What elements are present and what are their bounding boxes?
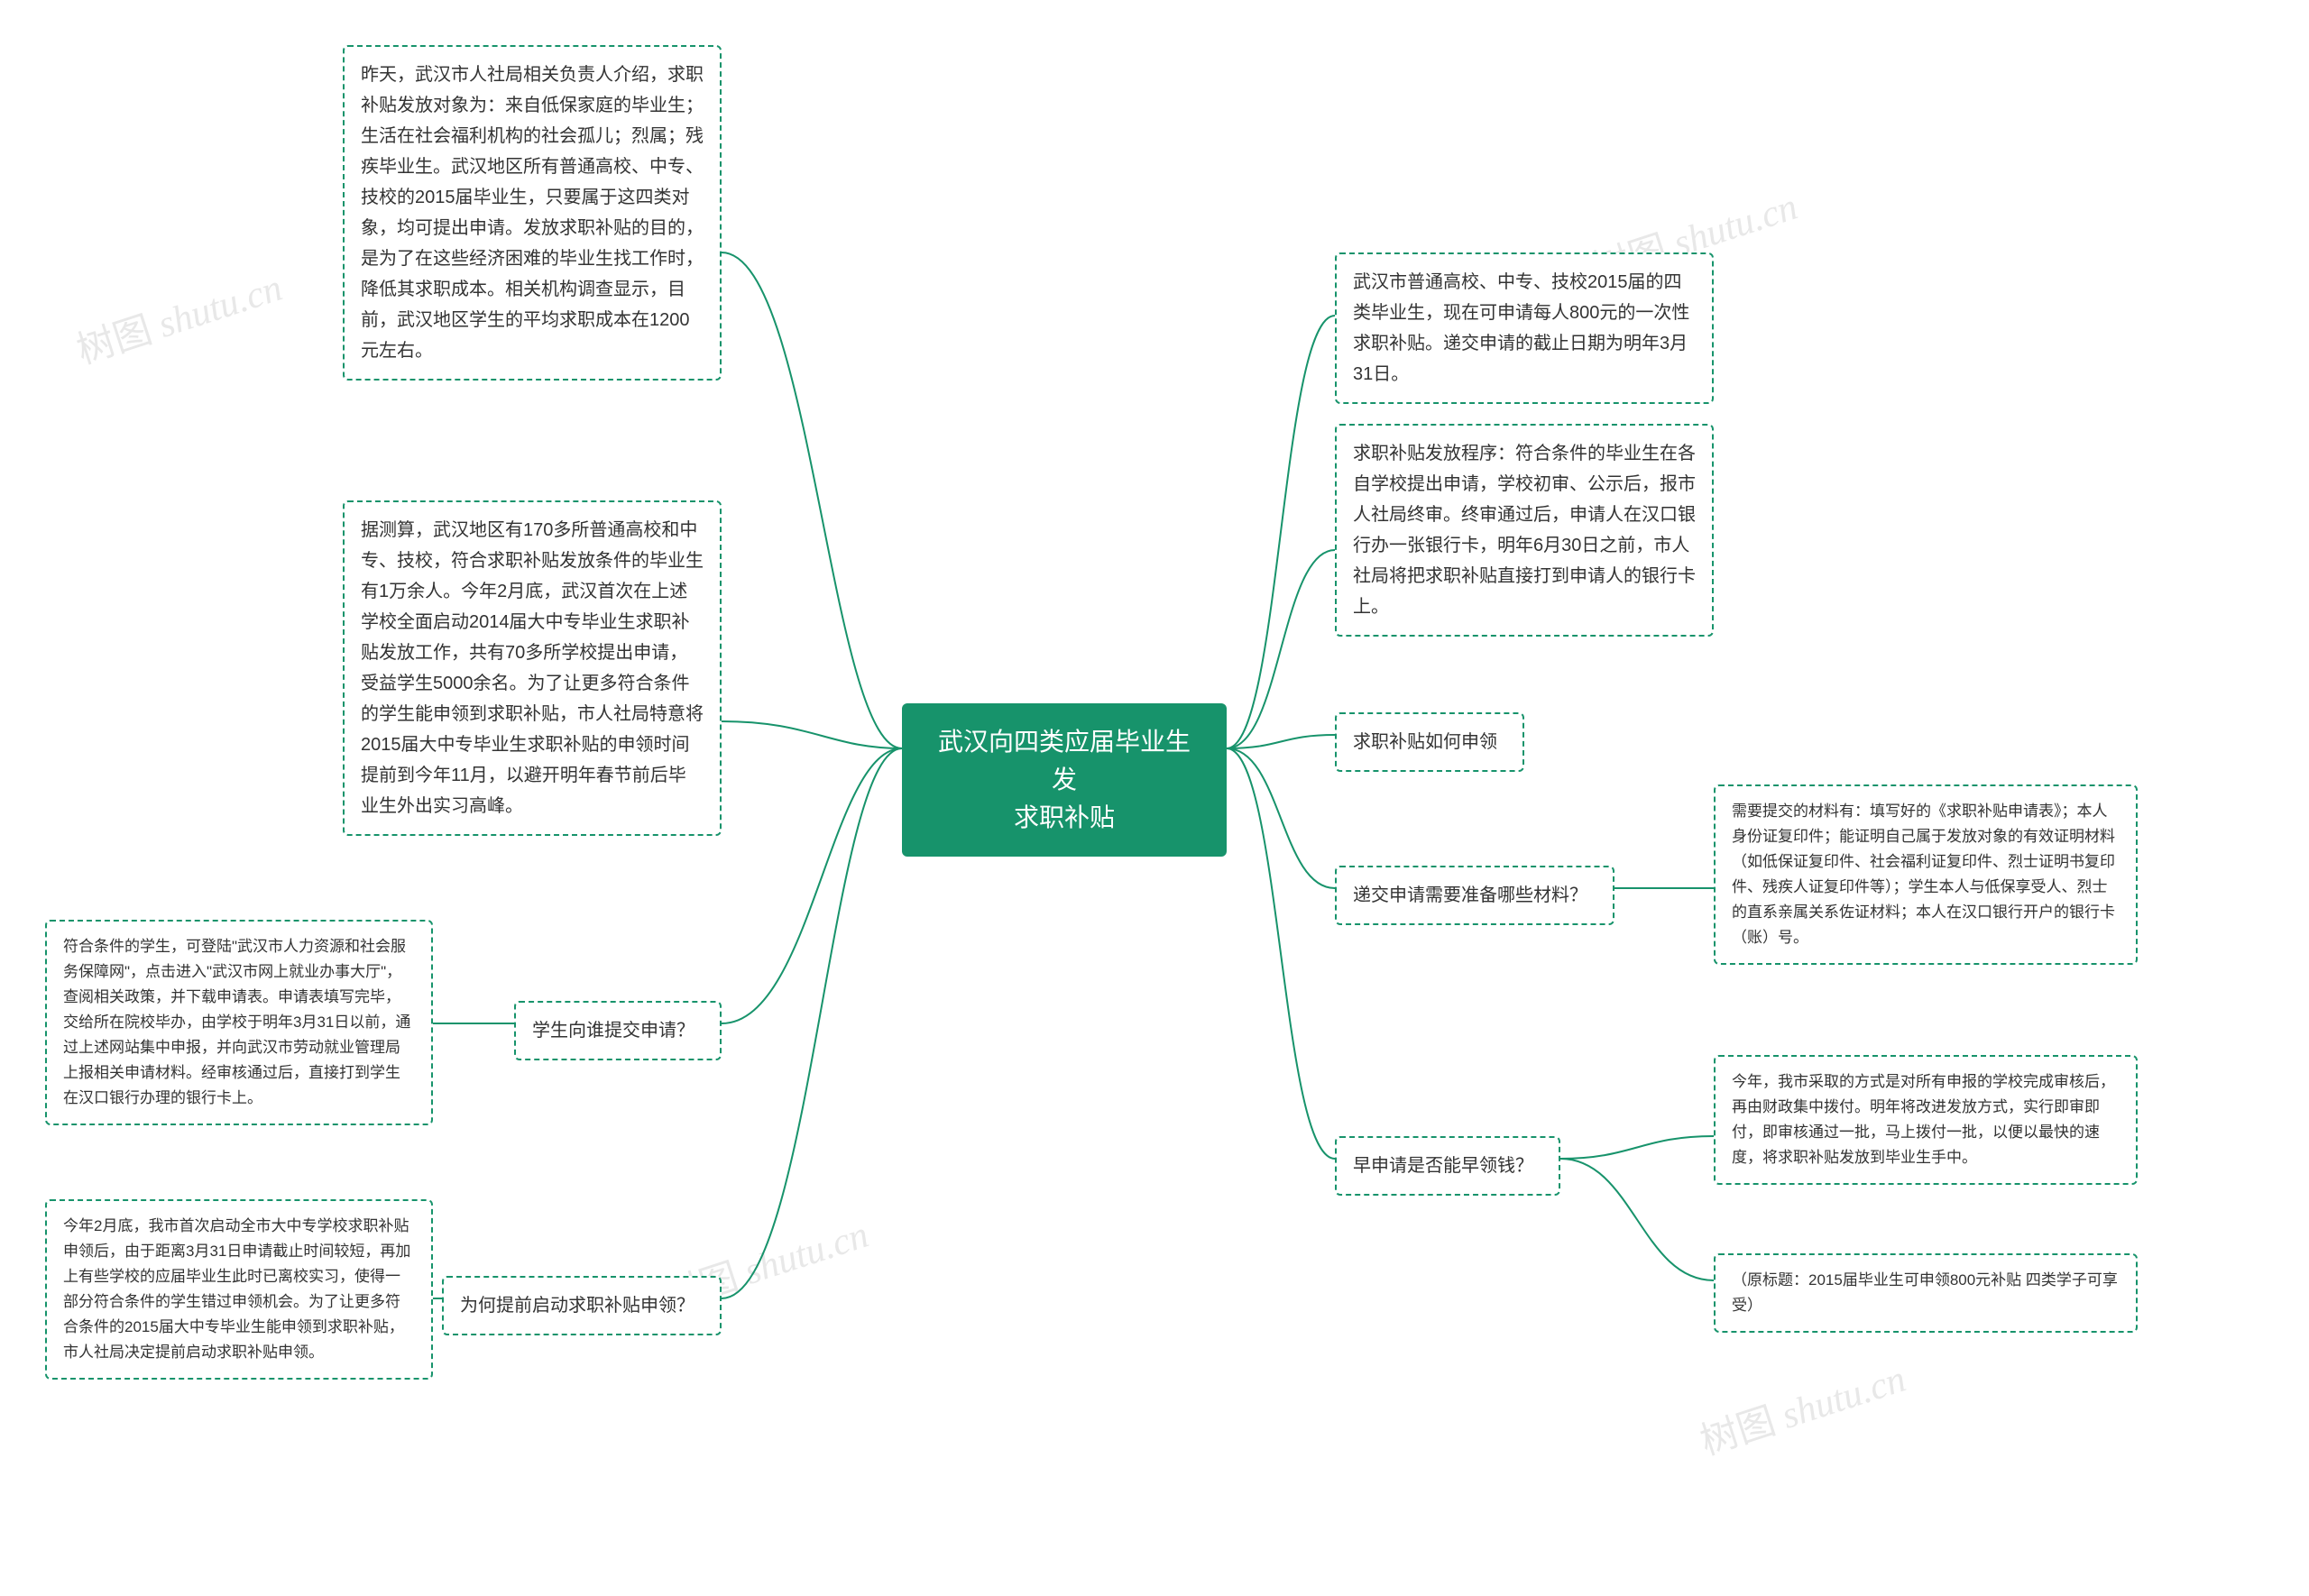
left-node-1: 昨天，武汉市人社局相关负责人介绍，求职补贴发放对象为：来自低保家庭的毕业生；生活…: [343, 45, 722, 381]
left-node-4-child: 今年2月底，我市首次启动全市大中专学校求职补贴申领后，由于距离3月31日申请截止…: [45, 1199, 433, 1380]
mindmap-center: 武汉向四类应届毕业生发求职补贴: [902, 703, 1227, 857]
watermark: 树图 shutu.cn: [69, 257, 288, 375]
watermark: 树图 shutu.cn: [1692, 1348, 1911, 1466]
right-node-4: 递交申请需要准备哪些材料？: [1335, 866, 1614, 925]
left-node-3: 学生向谁提交申请？: [514, 1001, 722, 1060]
right-node-2: 求职补贴发放程序：符合条件的毕业生在各自学校提出申请，学校初审、公示后，报市人社…: [1335, 424, 1714, 637]
right-node-1: 武汉市普通高校、中专、技校2015届的四类毕业生，现在可申请每人800元的一次性…: [1335, 252, 1714, 404]
left-node-3-child: 符合条件的学生，可登陆"武汉市人力资源和社会服务保障网"，点击进入"武汉市网上就…: [45, 920, 433, 1125]
right-node-5: 早申请是否能早领钱？: [1335, 1136, 1560, 1196]
right-node-4-child: 需要提交的材料有：填写好的《求职补贴申请表》；本人身份证复印件；能证明自己属于发…: [1714, 784, 2138, 965]
right-node-3: 求职补贴如何申领: [1335, 712, 1524, 772]
left-node-4: 为何提前启动求职补贴申领？: [442, 1276, 722, 1335]
right-node-5-child-1: 今年，我市采取的方式是对所有申报的学校完成审核后，再由财政集中拨付。明年将改进发…: [1714, 1055, 2138, 1185]
left-node-2: 据测算，武汉地区有170多所普通高校和中专、技校，符合求职补贴发放条件的毕业生有…: [343, 500, 722, 836]
right-node-5-child-2: （原标题：2015届毕业生可申领800元补贴 四类学子可享受）: [1714, 1253, 2138, 1333]
